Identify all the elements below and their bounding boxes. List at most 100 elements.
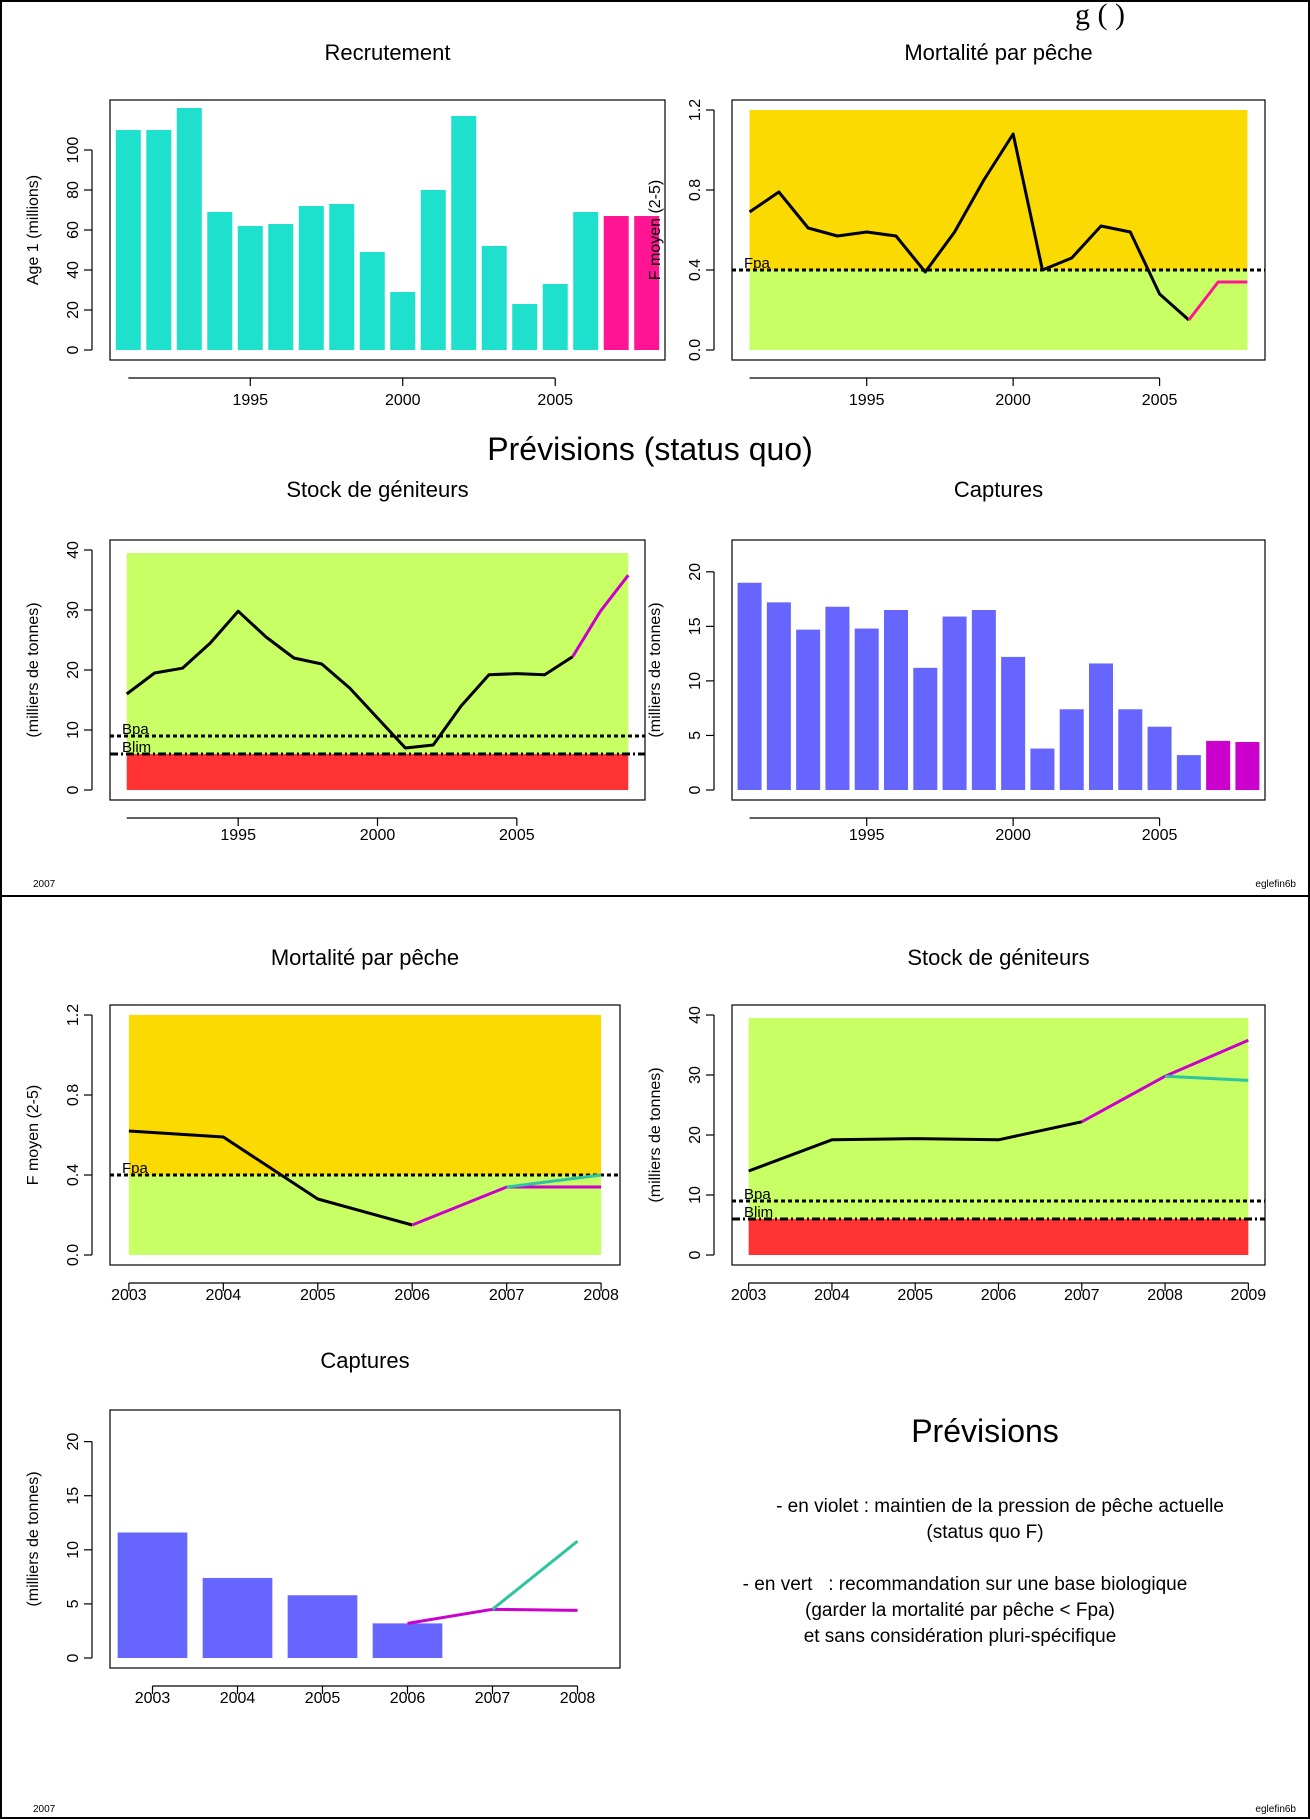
- section-title: Prévisions (status quo): [487, 431, 812, 467]
- x-tick-label: 2000: [995, 827, 1031, 844]
- y-tick-label: 30: [65, 601, 82, 619]
- chart-fishing-mortality: Mortalité par pêche Fpa 0.0 0.4 0.8 1.2 F moye…: [647, 40, 1266, 409]
- x-tick-label: 2000: [360, 827, 396, 844]
- zone-below-blim: [748, 1219, 1249, 1255]
- bar: [1001, 656, 1026, 790]
- y-tick-label: 20: [65, 301, 82, 319]
- y-tick-label: 100: [65, 137, 82, 164]
- series-line-2: [506, 1173, 602, 1189]
- y-tick-label: 0: [65, 1653, 82, 1662]
- bar: [573, 212, 599, 350]
- chart-title: Stock de géniteurs: [286, 477, 468, 502]
- y-axis-label: (milliers de tonnes): [647, 1067, 664, 1202]
- bar: [1118, 709, 1143, 790]
- footer-bottom-left: 2007: [33, 1804, 56, 1815]
- y-axis-label: (milliers de tonnes): [647, 602, 664, 737]
- x-tick-label: 1995: [232, 392, 268, 409]
- x-tick-label: 2005: [499, 827, 535, 844]
- plot-frame: [109, 99, 666, 361]
- x-tick-label: 2007: [1064, 1287, 1100, 1304]
- reference-label-bpa: Bpa: [744, 1186, 771, 1203]
- series-line-0: [125, 609, 574, 750]
- reference-label-blim: Blim: [744, 1204, 773, 1221]
- chart-title: Mortalité par pêche: [271, 945, 459, 970]
- x-tick-label: 2005: [897, 1287, 933, 1304]
- x-tick-label: 2005: [537, 392, 573, 409]
- bar: [796, 629, 821, 790]
- chart-fishing-mortality-forecast: Mortalité par pêche Fpa 0.0 0.4 0.8 1.2 F moye…: [25, 945, 621, 1304]
- reference-label-fpa: Fpa: [744, 255, 771, 272]
- y-axis-label: Age 1 (millions): [25, 175, 42, 285]
- x-tick-label: 2008: [583, 1287, 619, 1304]
- x-tick-label: 2003: [135, 1690, 171, 1707]
- header-fragment: g ( ): [1075, 0, 1125, 31]
- bar: [390, 292, 416, 350]
- plot-frame: [109, 1409, 621, 1669]
- chart-title: Captures: [320, 1348, 409, 1373]
- bar: [359, 252, 385, 350]
- series-line-1: [1187, 280, 1248, 321]
- bar: [1088, 663, 1114, 790]
- x-tick-label: 2003: [111, 1287, 147, 1304]
- plot-frame: [731, 1004, 1266, 1266]
- bar: [766, 602, 791, 790]
- y-tick-label: 20: [65, 661, 82, 679]
- x-tick-label: 2005: [300, 1287, 336, 1304]
- zone-above-blim: [126, 553, 629, 754]
- bar: [825, 606, 850, 790]
- y-tick-label: 0: [687, 785, 704, 794]
- footer-top-right: eglefin6b: [1255, 879, 1296, 890]
- reference-label-bpa: Bpa: [122, 721, 149, 738]
- bar: [883, 610, 909, 790]
- bar: [451, 116, 477, 350]
- x-tick-label: 2008: [1147, 1287, 1183, 1304]
- y-tick-label: 5: [65, 1599, 82, 1608]
- y-tick-label: 10: [65, 1541, 82, 1559]
- y-tick-label: 0.4: [687, 259, 704, 281]
- bar: [115, 130, 141, 350]
- bar: [146, 130, 172, 350]
- x-tick-label: 2009: [1231, 1287, 1267, 1304]
- series-line-1: [571, 574, 630, 658]
- y-tick-label: 0: [65, 785, 82, 794]
- bar: [481, 246, 507, 350]
- x-tick-label: 2003: [731, 1287, 767, 1304]
- reference-label-blim: Blim: [122, 739, 151, 756]
- y-axis-label: (milliers de tonnes): [25, 1471, 42, 1606]
- x-tick-label: 2005: [1142, 827, 1178, 844]
- y-tick-label: 20: [65, 1433, 82, 1451]
- x-tick-label: 2005: [1142, 392, 1178, 409]
- series-line-0: [407, 1607, 578, 1625]
- bar: [854, 628, 879, 790]
- bar: [1030, 748, 1055, 790]
- x-tick-label: 2006: [394, 1287, 430, 1304]
- legend-title: Prévisions: [911, 1413, 1059, 1449]
- chart-title: Captures: [954, 477, 1043, 502]
- y-tick-label: 15: [687, 617, 704, 635]
- y-tick-label: 40: [687, 1006, 704, 1024]
- y-axis-label: F moyen (2-5): [647, 180, 664, 280]
- y-tick-label: 10: [65, 721, 82, 739]
- forecast-legend: Prévisions - en violet : maintien de la …: [743, 1413, 1224, 1647]
- y-tick-label: 0: [687, 1250, 704, 1259]
- bar: [298, 206, 324, 350]
- chart-catches-forecast: Captures 0 5 10 15 20 (milliers de tonnes) 2003…: [25, 1348, 621, 1707]
- chart-catches: Captures 0 5 10 15 20 (milliers de tonnes) 1995…: [647, 477, 1266, 844]
- bar: [329, 204, 355, 350]
- series-line-2: [1164, 1074, 1249, 1082]
- y-tick-label: 20: [687, 563, 704, 581]
- x-tick-label: 1995: [849, 392, 885, 409]
- y-tick-label: 10: [687, 672, 704, 690]
- legend-line-green-note-2: et sans considération pluri-spécifique: [804, 1626, 1117, 1647]
- bar: [237, 226, 263, 350]
- bar: [207, 212, 233, 350]
- bar: [1206, 740, 1231, 790]
- y-tick-label: 0.8: [687, 179, 704, 201]
- bar: [1176, 755, 1201, 790]
- zone-above-blim: [748, 1018, 1249, 1219]
- footer-bottom-right: eglefin6b: [1255, 1804, 1296, 1815]
- x-tick-label: 1995: [849, 827, 885, 844]
